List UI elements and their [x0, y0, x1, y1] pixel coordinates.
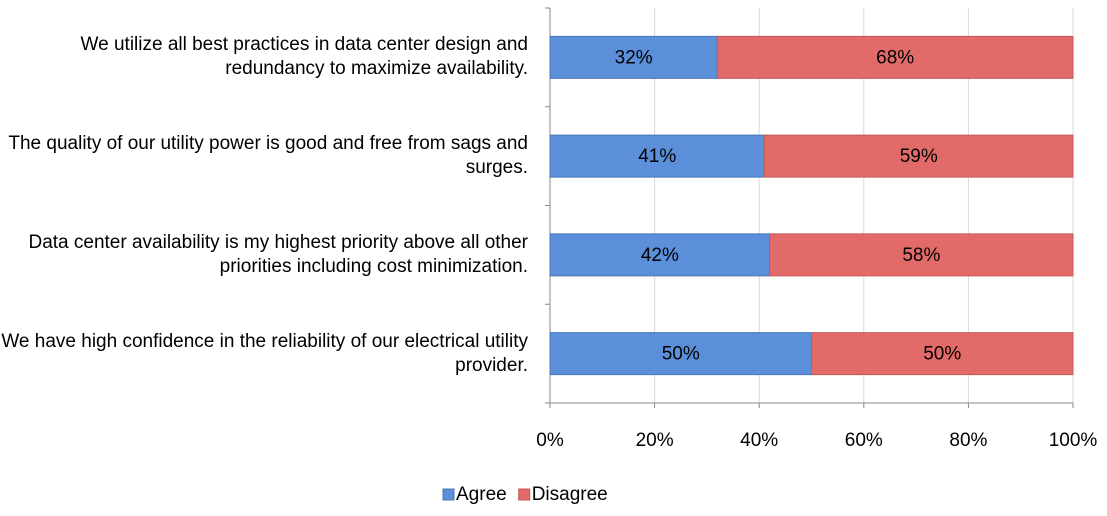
data-label: 32%: [615, 47, 653, 68]
x-tick-label: 40%: [740, 430, 778, 451]
bar-segment: [716, 35, 1074, 79]
x-tick-label: 60%: [845, 430, 883, 451]
x-tick-label: 80%: [949, 430, 987, 451]
data-label: 68%: [876, 47, 914, 68]
category-label: The quality of our utility power is good…: [8, 133, 528, 179]
x-tick-label: 20%: [636, 430, 674, 451]
bar-segment: [549, 332, 812, 376]
bar-segment: [549, 35, 718, 79]
data-label: 50%: [662, 344, 700, 365]
data-label: 41%: [638, 146, 676, 167]
legend-swatch: [442, 488, 455, 501]
legend-swatch: [518, 488, 531, 501]
x-tick-label: 0%: [536, 430, 564, 451]
data-label: 58%: [902, 245, 940, 266]
data-label: 59%: [900, 146, 938, 167]
legend-label: Agree: [456, 484, 507, 505]
category-label: We utilize all best practices in data ce…: [80, 34, 528, 80]
category-label: Data center availability is my highest p…: [28, 231, 528, 277]
bar-segment: [763, 134, 1074, 178]
bar-segment: [811, 332, 1074, 376]
x-tick-label: 100%: [1049, 430, 1098, 451]
data-label: 42%: [641, 245, 679, 266]
bar-segment: [769, 233, 1074, 277]
legend-label: Disagree: [532, 484, 608, 505]
bar-segment: [549, 233, 771, 277]
bar-segment: [549, 134, 765, 178]
category-label: We have high confidence in the reliabili…: [1, 330, 528, 376]
data-label: 50%: [923, 344, 961, 365]
